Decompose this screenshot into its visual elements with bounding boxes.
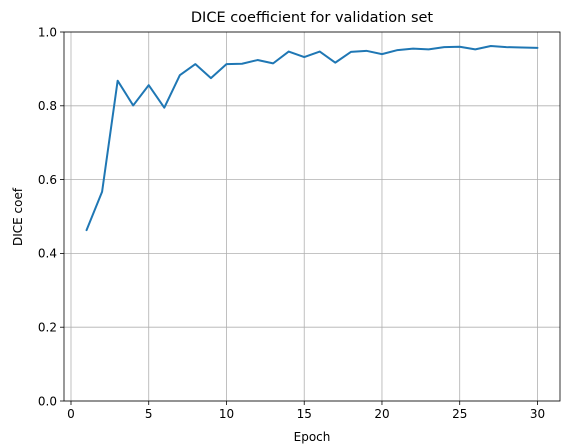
y-tick-label: 0.8 <box>38 99 57 113</box>
y-tick-label: 0.6 <box>38 173 57 187</box>
x-tick-label: 5 <box>145 407 153 421</box>
plot-frame <box>63 31 561 402</box>
y-tick-label: 0.4 <box>38 247 57 261</box>
series-layer <box>85 45 539 232</box>
x-tick-label: 20 <box>374 407 389 421</box>
x-tick-label: 30 <box>530 407 545 421</box>
x-tick-label: 0 <box>67 407 75 421</box>
y-tick-label: 0.0 <box>38 394 57 408</box>
grid <box>64 31 560 402</box>
x-tick-label: 15 <box>297 407 312 421</box>
series-line <box>85 45 539 232</box>
x-tick-label: 10 <box>219 407 234 421</box>
x-tick-label: 25 <box>452 407 467 421</box>
x-axis-label: Epoch <box>294 430 331 444</box>
chart-title: DICE coefficient for validation set <box>191 10 434 26</box>
x-axis-ticks: 0 5 10 15 20 25 30 <box>67 401 545 421</box>
y-tick-label: 1.0 <box>38 25 57 39</box>
y-tick-label: 0.2 <box>38 321 57 335</box>
y-axis-label: DICE coef <box>11 187 25 246</box>
y-axis-ticks: 0.0 0.2 0.4 0.6 0.8 1.0 <box>38 25 64 408</box>
